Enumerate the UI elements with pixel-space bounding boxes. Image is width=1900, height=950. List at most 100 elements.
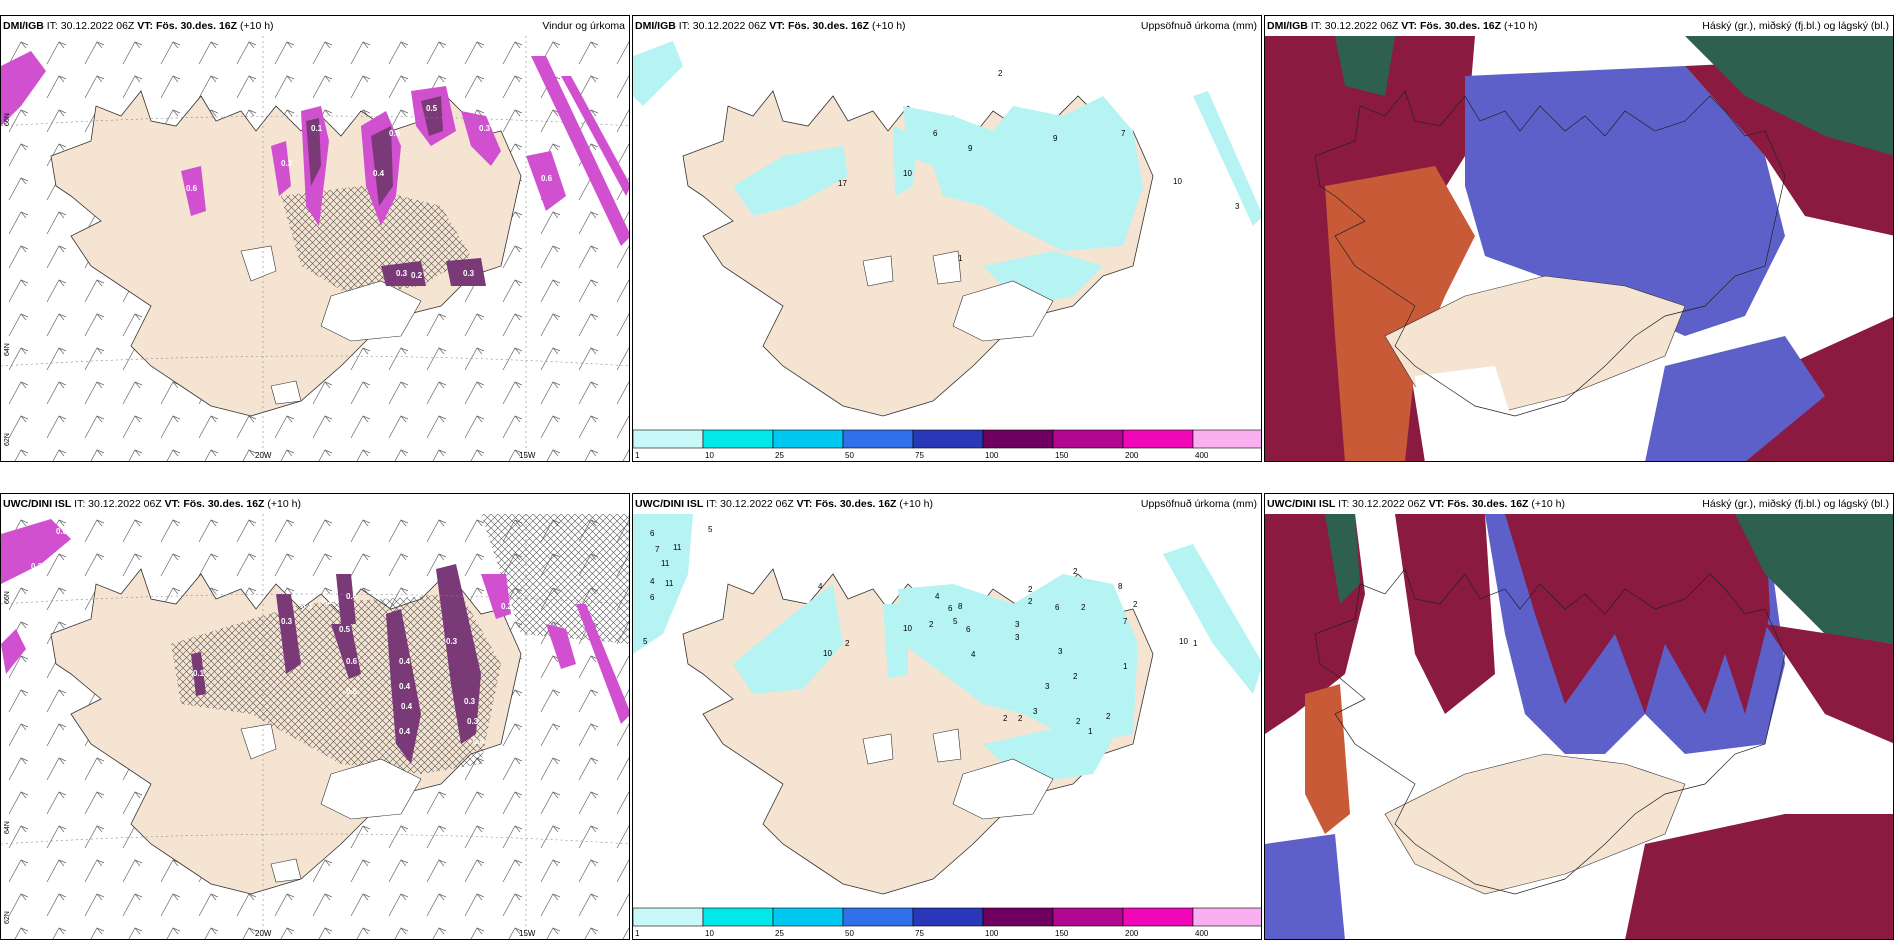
precip-value: 3	[1058, 647, 1063, 656]
product-title: Háský (gr.), miðský (fj.bl.) og lágský (…	[1702, 498, 1889, 510]
coastline	[1314, 90, 1786, 417]
precip-value: 4	[971, 650, 976, 659]
precip-value-labels: 0.6 0.3 0.1 0.4 0.5 0.2 0.4 0.3 0.3 0.4 …	[31, 527, 513, 746]
hatched-area	[171, 594, 501, 774]
precip-value: 7	[1121, 129, 1126, 138]
precip-value: 5	[708, 525, 713, 534]
precip-value: 2	[1073, 672, 1078, 681]
precip-value: 0.2	[321, 597, 333, 606]
panel-header: DMI/IGB IT: 30.12.2022 06Z VT: Fös. 30.d…	[1265, 16, 1893, 36]
low-cloud-area	[1325, 166, 1475, 461]
clouds-panel-bottom: UWC/DINI ISL IT: 30.12.2022 06Z VT: Fös.…	[1264, 493, 1894, 940]
colorbar-swatch	[772, 907, 844, 927]
colorbar-label: 400	[1195, 929, 1209, 938]
colorbar-label: 25	[775, 451, 784, 460]
precip-value: 0.4	[346, 592, 358, 601]
glacier	[270, 380, 302, 405]
precip-area	[1193, 91, 1261, 226]
colorbar-swatch	[912, 907, 984, 927]
valid-label: VT:	[164, 498, 181, 510]
glacier	[862, 733, 894, 765]
precip-streaks	[1, 519, 629, 764]
precip-value: 0.3	[464, 697, 476, 706]
colorbar-label: 75	[915, 929, 924, 938]
coastline	[1314, 568, 1786, 895]
init-time: IT: 30.12.2022 06Z	[74, 498, 162, 510]
lead-time: (+10 h)	[871, 20, 906, 32]
panel-header: UWC/DINI ISL IT: 30.12.2022 06Z VT: Fös.…	[1, 494, 629, 514]
iceland-land	[50, 90, 522, 417]
colorbar-swatch	[982, 907, 1054, 927]
precip-value: 9	[1053, 134, 1058, 143]
precip-value: 0.6	[56, 527, 68, 536]
precip-value: 2	[1003, 714, 1008, 723]
precip-value: 6	[966, 625, 971, 634]
colorbar-label: 50	[845, 451, 854, 460]
precip-value: 8	[958, 602, 963, 611]
precip-value: 0.4	[473, 737, 485, 746]
precip-value: 2	[1028, 585, 1033, 594]
glacier	[270, 858, 302, 883]
lon-label: 20W	[255, 451, 272, 460]
glacier	[952, 758, 1054, 820]
colorbar-swatch	[772, 429, 844, 449]
model-name: UWC/DINI ISL	[635, 498, 704, 510]
precip-value: 11	[673, 543, 682, 552]
precip-value: 0.4	[399, 682, 411, 691]
colorbar-label: 25	[775, 929, 784, 938]
high-cloud-area	[1325, 514, 1360, 604]
graticule	[1, 514, 629, 939]
valid-label: VT:	[769, 20, 786, 32]
precip-value: 4	[818, 582, 823, 591]
precip-value: 1	[1123, 662, 1128, 671]
precip-value: 10	[1173, 177, 1182, 186]
mid-cloud-area	[1465, 66, 1785, 336]
precip-value: 0.2	[501, 602, 513, 611]
precip-value: 0.1	[311, 124, 323, 133]
product-title: Uppsöfnuð úrkoma (mm)	[1140, 20, 1257, 32]
colorbar-label: 100	[985, 929, 999, 938]
glacier	[862, 255, 894, 287]
clouds-panel-top: DMI/IGB IT: 30.12.2022 06Z VT: Fös. 30.d…	[1264, 15, 1894, 462]
glacier	[240, 723, 277, 760]
iceland-land	[1384, 753, 1686, 895]
precip-value: 6	[948, 604, 953, 613]
high-cloud-area	[1335, 36, 1395, 96]
colorbar-swatch	[842, 429, 914, 449]
precip-value: 2	[998, 69, 1003, 78]
valid-label: VT:	[796, 498, 813, 510]
precip-value: 6	[1055, 603, 1060, 612]
precip-value: 8	[1118, 582, 1123, 591]
precip-value: 2	[1106, 712, 1111, 721]
precip-colorbar: 1 10 25 50 75 100 150 200 400	[633, 907, 1261, 938]
precip-value: 4	[935, 592, 940, 601]
precip-value: 0.3	[446, 637, 458, 646]
accum-precip-panel-bottom: UWC/DINI ISL IT: 30.12.2022 06Z VT: Fös.…	[632, 493, 1262, 940]
precip-value: 2	[929, 620, 934, 629]
colorbar-swatch	[912, 429, 984, 449]
low-cloud-area	[1765, 624, 1893, 744]
product-title: Háský (gr.), miðský (fj.bl.) og lágský (…	[1702, 20, 1889, 32]
precip-value: 0.6	[346, 657, 358, 666]
precip-area	[633, 514, 693, 654]
precip-value: 0.3	[467, 717, 479, 726]
model-name: DMI/IGB	[635, 20, 676, 32]
precip-value: 9	[968, 144, 973, 153]
lon-label: 15W	[519, 451, 536, 460]
panel-header: DMI/IGB IT: 30.12.2022 06Z VT: Fös. 30.d…	[1, 16, 629, 36]
glacier	[932, 728, 962, 763]
precip-value: 6	[933, 129, 938, 138]
product-title: Uppsöfnuð úrkoma (mm)	[1140, 498, 1257, 510]
valid-time: Fös. 30.des. 16Z	[1447, 498, 1529, 510]
precip-value: 10	[823, 649, 832, 658]
precip-value: 0.5	[426, 104, 438, 113]
precip-value: 0.3	[281, 159, 293, 168]
precip-value: 0.3	[396, 269, 408, 278]
valid-time: Fös. 30.des. 16Z	[815, 498, 897, 510]
low-cloud-area	[1625, 814, 1893, 939]
precip-value: 7	[1123, 617, 1128, 626]
wind-precip-panel-bottom: UWC/DINI ISL IT: 30.12.2022 06Z VT: Fös.…	[0, 493, 630, 940]
product-title: Vindur og úrkoma	[542, 20, 625, 32]
lead-time: (+10 h)	[899, 498, 933, 510]
lat-label: 62N	[4, 433, 11, 446]
